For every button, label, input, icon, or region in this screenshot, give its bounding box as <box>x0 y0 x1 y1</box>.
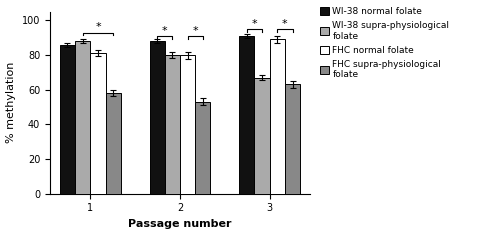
Bar <box>239 36 254 194</box>
Text: *: * <box>252 19 257 29</box>
Text: *: * <box>95 22 101 32</box>
Y-axis label: % methylation: % methylation <box>6 62 16 143</box>
Bar <box>254 78 270 194</box>
Bar <box>106 93 121 194</box>
Bar <box>150 41 165 194</box>
Bar <box>180 55 195 194</box>
Text: *: * <box>162 25 168 35</box>
Bar <box>195 102 210 194</box>
Legend: WI-38 normal folate, WI-38 supra-physiological
folate, FHC normal folate, FHC su: WI-38 normal folate, WI-38 supra-physiol… <box>320 7 450 79</box>
Bar <box>90 53 106 194</box>
Text: *: * <box>282 19 288 29</box>
Bar <box>270 39 285 194</box>
Bar <box>285 84 300 194</box>
X-axis label: Passage number: Passage number <box>128 219 232 229</box>
Bar <box>75 41 90 194</box>
Bar <box>60 45 75 194</box>
Bar <box>165 55 180 194</box>
Text: *: * <box>192 25 198 35</box>
